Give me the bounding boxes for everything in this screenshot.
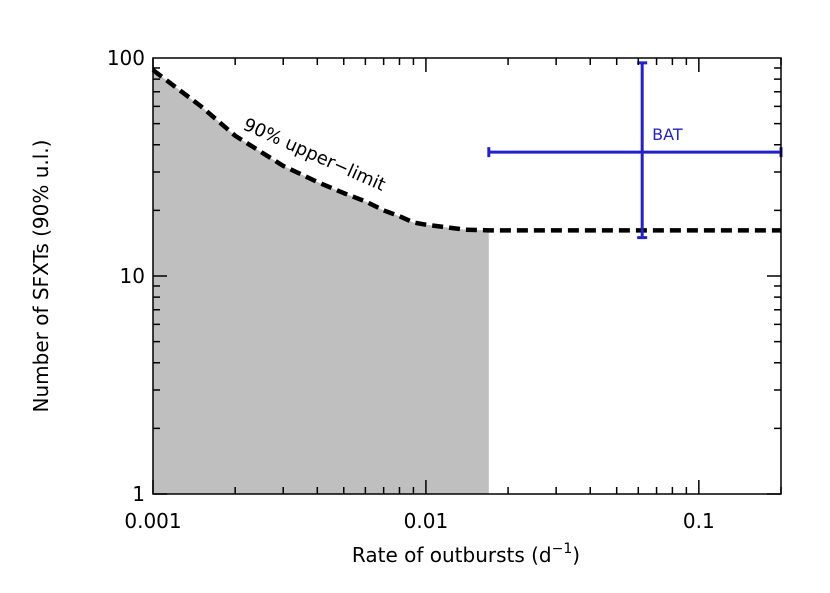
x-axis-title-sup: −1: [552, 541, 573, 557]
x-axis-title-suffix: ): [572, 543, 580, 567]
bat-label: BAT: [652, 125, 683, 144]
x-tick-label: 0.001: [124, 509, 181, 533]
y-axis-title: Number of SFXTs (90% u.l.): [29, 140, 53, 413]
plot-layer: [151, 61, 783, 494]
upper-limit-line: [151, 68, 781, 233]
shaded-region: [153, 70, 489, 494]
y-tick-label: 1: [132, 482, 145, 506]
y-tick-label: 10: [120, 264, 145, 288]
tick-layer: [152, 58, 782, 495]
x-axis-title: Rate of outbursts (d−1): [352, 541, 580, 567]
x-tick-label: 0.01: [404, 509, 449, 533]
x-tick-label: 0.1: [683, 509, 715, 533]
x-axis-title-main: Rate of outbursts (d: [352, 543, 552, 567]
y-tick-label: 100: [107, 46, 145, 70]
